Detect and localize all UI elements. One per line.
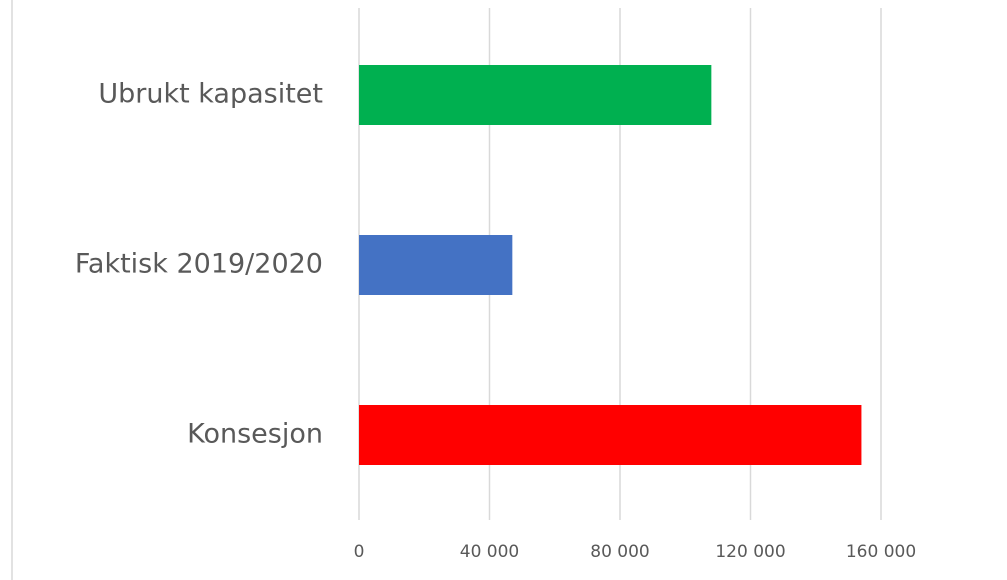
category-labels: Ubrukt kapasitet Faktisk 2019/2020 Konsesj… bbox=[75, 79, 323, 450]
bar bbox=[359, 405, 862, 465]
x-tick-label: 160 000 bbox=[846, 542, 916, 562]
bar bbox=[359, 235, 513, 295]
category-label: Konsesjon bbox=[187, 419, 323, 450]
x-tick-labels: 0 40 000 80 000 120 000 160 000 bbox=[354, 542, 917, 562]
x-tick-label: 40 000 bbox=[460, 542, 519, 562]
bars bbox=[359, 65, 862, 465]
x-tick-label: 120 000 bbox=[715, 542, 785, 562]
x-tick-label: 0 bbox=[354, 542, 365, 562]
bar bbox=[359, 65, 712, 125]
category-label: Faktisk 2019/2020 bbox=[75, 249, 323, 280]
x-tick-label: 80 000 bbox=[590, 542, 649, 562]
category-label: Ubrukt kapasitet bbox=[98, 79, 323, 110]
